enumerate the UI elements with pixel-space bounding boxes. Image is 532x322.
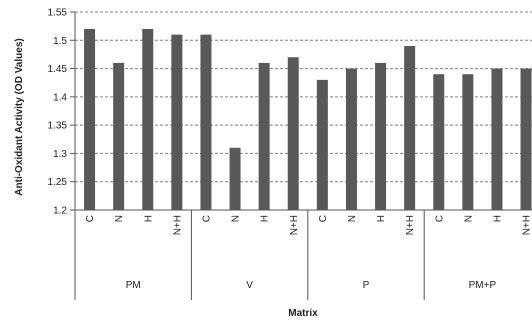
x-axis-label: Matrix: [288, 308, 318, 319]
group-label: V: [246, 280, 253, 291]
x-category-label: H: [492, 215, 503, 222]
x-category-label: H: [376, 215, 387, 222]
bar: [345, 68, 357, 210]
group-label: PM: [126, 280, 141, 291]
bar: [520, 68, 532, 210]
bar: [375, 62, 387, 210]
y-tick-label: 1.25: [48, 177, 68, 188]
y-tick-label: 1.55: [48, 8, 68, 19]
bar: [433, 74, 445, 210]
x-category-label: H: [260, 215, 271, 222]
bar: [142, 28, 154, 210]
bar: [84, 28, 96, 210]
y-tick-label: 1.3: [53, 149, 67, 160]
x-category-label: C: [201, 215, 212, 222]
y-axis-label: Anti-Oxidant Activity (OD Values): [14, 38, 25, 195]
y-tick-label: 1.5: [53, 36, 67, 47]
x-category-label: N: [114, 215, 125, 222]
y-tick-label: 1.35: [48, 121, 68, 132]
x-category-label: C: [434, 215, 445, 222]
y-tick-label: 1.45: [48, 64, 68, 75]
group-label: P: [363, 280, 370, 291]
bar: [316, 79, 328, 210]
x-category-label: N: [231, 215, 242, 222]
x-category-label: C: [318, 215, 329, 222]
bar: [171, 34, 183, 210]
bar: [462, 74, 474, 210]
bar: [229, 147, 241, 210]
y-tick-label: 1.2: [53, 206, 67, 217]
x-category-label: N+H: [289, 215, 300, 235]
bar: [491, 68, 503, 210]
x-category-label: N+H: [172, 215, 183, 235]
x-category-label: N: [347, 215, 358, 222]
x-category-label: N: [463, 215, 474, 222]
x-category-label: N+H: [522, 215, 532, 235]
bar: [200, 34, 212, 210]
bar: [258, 62, 270, 210]
y-axis: 1.2 1.25 1.3 1.35 1.4 1.45 1.5 1.55: [48, 8, 76, 300]
bar: [287, 57, 299, 210]
x-category-label: C: [85, 215, 96, 222]
x-axis: C N H N+H PM C N H N+H V C N H N+H P C N H N+H PM+P: [75, 209, 532, 300]
group-label: PM+P: [469, 280, 497, 291]
bar: [404, 45, 416, 210]
bars: [84, 28, 532, 210]
bar: [113, 62, 125, 210]
y-tick-label: 1.4: [53, 92, 67, 103]
x-category-label: N+H: [405, 215, 416, 235]
x-category-label: H: [143, 215, 154, 222]
